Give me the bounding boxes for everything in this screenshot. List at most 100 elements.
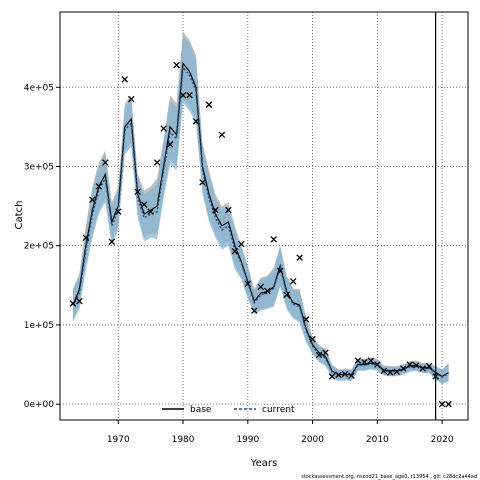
x-tick-label-1970: 1970 [107,435,130,445]
obs-marker-1964 [76,297,83,305]
obs-stroke-b [205,101,213,108]
obs-marker-1990 [244,280,252,287]
obs-marker-1965 [82,234,90,242]
obs-marker-2013 [393,368,401,375]
legend-base-label: base [190,405,212,415]
obs-stroke-b [166,141,174,148]
obs-stroke-b [76,297,83,305]
obs-marker-1987 [225,206,232,214]
obs-marker-2006 [348,372,355,379]
obs-stroke-b [173,61,180,69]
obs-stroke-b [393,368,401,375]
obs-marker-1969 [108,238,116,246]
y-tick-label-4: 4e+05 [24,83,54,93]
obs-stroke-b [147,208,154,215]
obs-marker-1983 [199,179,206,186]
obs-marker-1989 [238,240,245,248]
obs-marker-1974 [140,201,148,208]
confidence-bands [73,31,449,385]
obs-stroke-b [380,367,388,375]
obs-stroke-b [82,234,90,242]
y-tick-label-1: 1e+05 [24,321,54,331]
obs-stroke-b [186,91,193,99]
obs-stroke-b [121,76,129,83]
x-tick-label-2010: 2010 [366,435,389,445]
obs-stroke-b [89,196,96,204]
obs-marker-1977 [160,125,167,132]
plot-frame [59,11,469,421]
obs-marker-2010 [374,361,381,368]
obs-stroke-b [354,357,362,364]
obs-stroke-b [374,361,381,368]
obs-marker-1995 [276,267,284,275]
obs-marker-2004 [335,371,342,379]
obs-marker-1976 [153,159,161,166]
obs-marker-2019 [432,373,439,380]
obs-stroke-b [244,280,252,287]
x-tick-label-2020: 2020 [431,435,454,445]
legend: base current [162,405,295,415]
obs-stroke-b [270,236,277,243]
x-tick-label-1980: 1980 [172,435,195,445]
y-axis-title: Catch [14,201,25,230]
obs-stroke-b [367,357,375,364]
obs-marker-2003 [328,373,336,380]
obs-stroke-b [387,369,394,376]
obs-marker-2009 [367,357,375,364]
obs-stroke-b [302,316,310,323]
obs-marker-1994 [270,236,277,243]
obs-marker-1971 [121,76,129,83]
obs-marker-1980 [179,91,187,99]
obs-stroke-b [212,206,219,214]
observation-markers [69,61,452,408]
obs-marker-2011 [380,367,388,375]
obs-stroke-b [199,179,206,186]
obs-stroke-b [283,291,290,299]
obs-marker-1982 [192,118,200,125]
legend-current-label: current [262,405,295,415]
obs-marker-1985 [212,206,219,214]
obs-stroke-b [179,91,187,99]
obs-stroke-b [335,371,342,379]
obs-marker-2000 [309,335,316,343]
obs-stroke-b [322,349,329,356]
obs-stroke-b [432,373,439,380]
obs-marker-1972 [127,95,135,103]
obs-marker-2007 [354,357,362,364]
obs-stroke-b [192,118,200,125]
series-lines [72,12,449,420]
y-tick-label-3: 3e+05 [24,162,54,172]
obs-stroke-b [399,365,407,372]
obs-marker-2014 [399,365,407,372]
obs-stroke-b [361,358,368,366]
obs-marker-2005 [341,370,349,378]
obs-marker-1973 [134,188,141,196]
obs-marker-1984 [205,101,213,108]
x-tick-label-2000: 2000 [301,435,324,445]
x-axis-title: Years [250,458,277,469]
obs-marker-2008 [361,358,368,366]
obs-stroke-b [276,267,284,275]
obs-stroke-b [95,183,103,190]
obs-marker-1996 [283,291,290,299]
obs-marker-1997 [289,278,297,285]
obs-stroke-b [341,370,349,378]
obs-stroke-b [315,351,323,359]
obs-stroke-b [425,362,433,370]
y-tick-label-2: 2e+05 [24,242,54,252]
obs-marker-1991 [251,307,258,314]
obs-marker-2018 [425,362,433,370]
obs-marker-2016 [412,362,420,369]
obs-stroke-b [102,159,109,166]
obs-stroke-b [69,300,77,307]
footer-text: stockassessment.org, nscod21_base_age0, … [301,474,477,480]
obs-stroke-b [160,125,167,132]
obs-marker-1979 [173,61,180,69]
obs-marker-2002 [322,349,329,356]
obs-stroke-b [108,238,116,246]
obs-marker-1966 [89,196,96,204]
obs-stroke-b [296,254,303,261]
axes: 1970 1980 1990 2000 2010 2020 0e+00 1e+05 2e+05 3… [24,11,469,445]
obs-stroke-b [231,247,239,255]
obs-marker-1981 [186,91,193,99]
